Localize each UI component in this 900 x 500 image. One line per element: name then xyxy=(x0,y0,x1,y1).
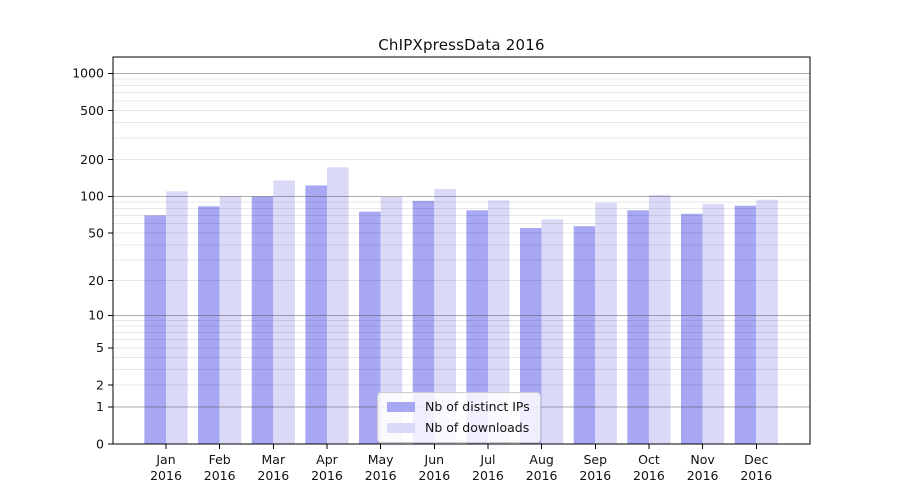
x-tick-label-year: 2016 xyxy=(687,468,719,483)
bar-distinct-ips-jan xyxy=(144,215,166,444)
bar-downloads-jun xyxy=(434,189,456,444)
legend-label-distinct-ips: Nb of distinct IPs xyxy=(425,399,530,414)
legend: Nb of distinct IPs Nb of downloads xyxy=(377,392,541,443)
x-tick-label-year: 2016 xyxy=(257,468,289,483)
x-tick-label-month: Aug xyxy=(529,452,553,467)
x-tick-label-month: Jan xyxy=(155,452,175,467)
bar-downloads-dec xyxy=(756,199,778,444)
bar-distinct-ips-nov xyxy=(681,213,703,444)
y-tick-label: 5 xyxy=(96,340,104,355)
y-tick-label: 50 xyxy=(88,225,104,240)
x-tick-label-year: 2016 xyxy=(526,468,558,483)
x-tick-label-year: 2016 xyxy=(418,468,450,483)
x-tick-label-month: Mar xyxy=(262,452,286,467)
bar-distinct-ips-feb xyxy=(198,206,220,444)
x-tick-label-year: 2016 xyxy=(740,468,772,483)
y-tick-label: 0 xyxy=(96,436,104,451)
chart-title: ChIPXpressData 2016 xyxy=(378,36,545,54)
plot-border xyxy=(112,56,811,445)
bar-downloads-oct xyxy=(648,194,671,444)
x-tick-label-month: Feb xyxy=(209,452,231,467)
legend-item-downloads: Nb of downloads xyxy=(387,419,530,436)
bar-distinct-ips-may xyxy=(359,211,381,444)
legend-item-distinct-ips: Nb of distinct IPs xyxy=(387,398,530,415)
x-tick-label-year: 2016 xyxy=(579,468,611,483)
x-tick-label-month: Sep xyxy=(583,452,607,467)
bar-distinct-ips-aug xyxy=(520,228,542,444)
bar-distinct-ips-apr xyxy=(305,185,327,444)
y-tick-label: 100 xyxy=(80,189,104,204)
x-tick-label-year: 2016 xyxy=(204,468,236,483)
bar-downloads-apr xyxy=(326,167,349,445)
legend-label-downloads: Nb of downloads xyxy=(425,420,530,435)
bar-downloads-jul xyxy=(487,200,510,444)
x-tick-label-month: Oct xyxy=(638,452,660,467)
y-tick-label: 500 xyxy=(80,103,104,118)
y-tick-label: 1 xyxy=(96,399,104,414)
bar-downloads-jan xyxy=(166,191,188,444)
x-tick-label-year: 2016 xyxy=(472,468,504,483)
x-tick-label-month: May xyxy=(368,452,394,467)
y-tick-label: 1000 xyxy=(72,66,104,81)
bar-downloads-sep xyxy=(595,202,617,444)
bar-distinct-ips-sep xyxy=(573,226,596,444)
bar-distinct-ips-mar xyxy=(251,196,274,444)
y-tick-label: 200 xyxy=(80,152,104,167)
bar-distinct-ips-jul xyxy=(466,210,488,444)
bar-distinct-ips-dec xyxy=(734,205,757,444)
legend-swatch-downloads-icon xyxy=(387,422,415,433)
x-tick-label-month: Dec xyxy=(744,452,768,467)
x-tick-label-month: Jun xyxy=(424,452,445,467)
y-tick-label: 10 xyxy=(88,308,104,323)
bar-downloads-feb xyxy=(219,196,242,444)
y-tick-label: 20 xyxy=(88,273,104,288)
x-tick-label-year: 2016 xyxy=(365,468,397,483)
bar-downloads-may xyxy=(380,196,403,444)
bar-distinct-ips-oct xyxy=(627,210,649,444)
bar-downloads-mar xyxy=(273,180,295,444)
x-tick-label-month: Nov xyxy=(690,452,715,467)
y-tick-label: 2 xyxy=(96,377,104,392)
x-tick-label-month: Apr xyxy=(316,452,338,467)
x-tick-label-year: 2016 xyxy=(311,468,343,483)
x-tick-label-year: 2016 xyxy=(633,468,665,483)
bar-downloads-nov xyxy=(702,203,725,444)
bar-downloads-aug xyxy=(541,219,564,444)
bar-distinct-ips-jun xyxy=(412,200,435,444)
x-tick-label-year: 2016 xyxy=(150,468,182,483)
legend-swatch-distinct-ips-icon xyxy=(387,401,415,412)
x-tick-label-month: Jul xyxy=(479,452,495,467)
